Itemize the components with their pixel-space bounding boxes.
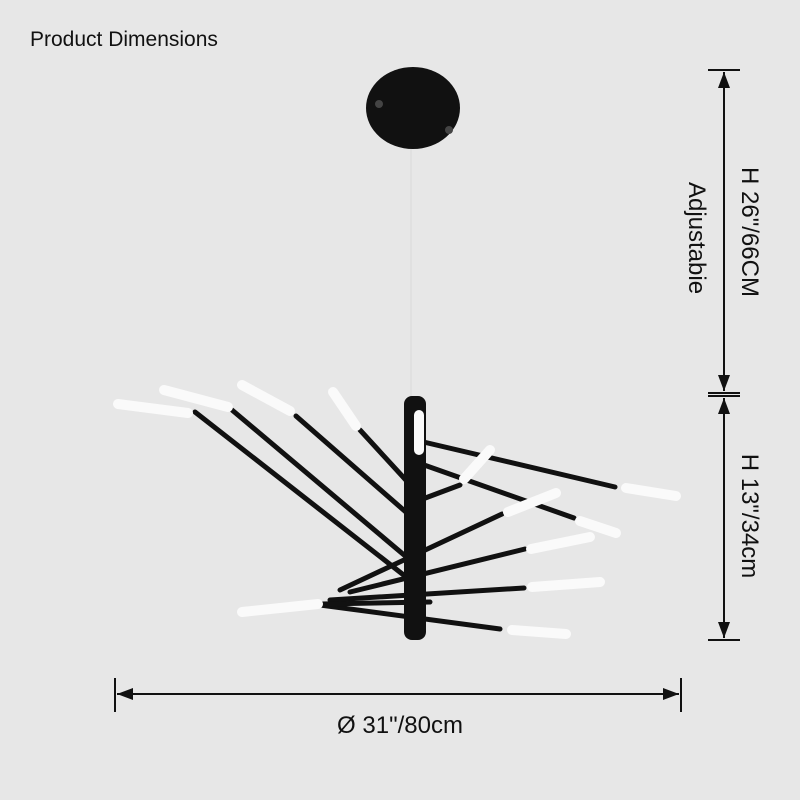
screw — [445, 126, 453, 134]
body-height: H 13"/34cm — [736, 454, 763, 579]
adjustable-note: Adjustabie — [683, 182, 710, 294]
chandelier — [113, 67, 681, 640]
diameter: Ø 31"/80cm — [337, 712, 463, 739]
total-height: H 26"/66CM — [736, 167, 763, 297]
canopy — [366, 67, 460, 149]
lamps — [113, 380, 681, 639]
arms — [192, 407, 618, 632]
center-rod — [404, 396, 426, 640]
title: Product Dimensions — [30, 28, 218, 51]
screw — [375, 100, 383, 108]
dimension-arrows — [114, 69, 740, 712]
